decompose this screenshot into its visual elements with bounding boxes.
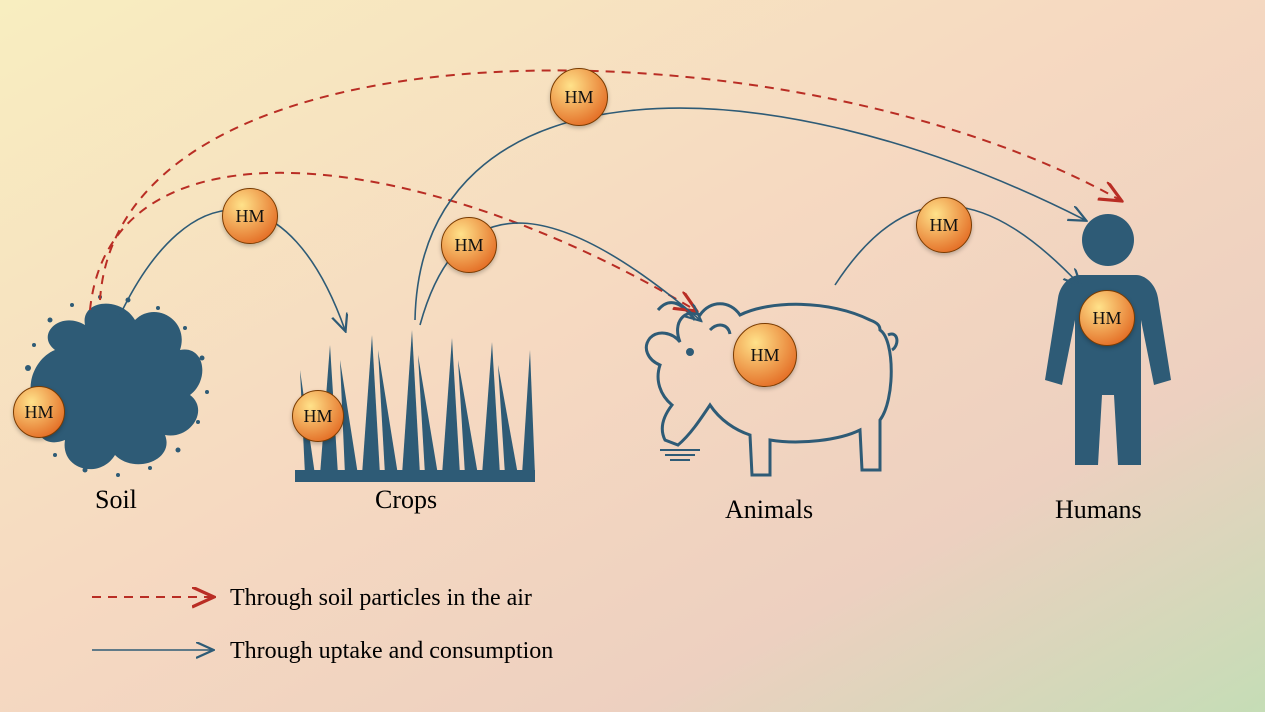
hm-soil: HM bbox=[13, 386, 65, 438]
label-crops: Crops bbox=[375, 485, 437, 515]
crops-to-humans bbox=[415, 108, 1085, 320]
soil-air-to-humans bbox=[100, 70, 1120, 300]
hm-arc2: HM bbox=[441, 217, 497, 273]
legend-solid-label: Through uptake and consumption bbox=[230, 638, 553, 665]
label-humans: Humans bbox=[1055, 495, 1142, 525]
hm-arc3-top: HM bbox=[550, 68, 608, 126]
legend-dashed-label: Through soil particles in the air bbox=[230, 585, 532, 612]
hm-arc4: HM bbox=[916, 197, 972, 253]
hm-crops-in: HM bbox=[292, 390, 344, 442]
soil-icon bbox=[23, 295, 210, 477]
label-animals: Animals bbox=[725, 495, 813, 525]
hm-human-body: HM bbox=[1079, 290, 1135, 346]
background-gradient bbox=[0, 0, 1265, 712]
hm-arc1: HM bbox=[222, 188, 278, 244]
soil-air-to-animals bbox=[90, 173, 695, 310]
label-soil: Soil bbox=[95, 485, 137, 515]
arrows-layer bbox=[0, 0, 1265, 712]
hm-animal-body: HM bbox=[733, 323, 797, 387]
entities-layer bbox=[0, 0, 1265, 712]
